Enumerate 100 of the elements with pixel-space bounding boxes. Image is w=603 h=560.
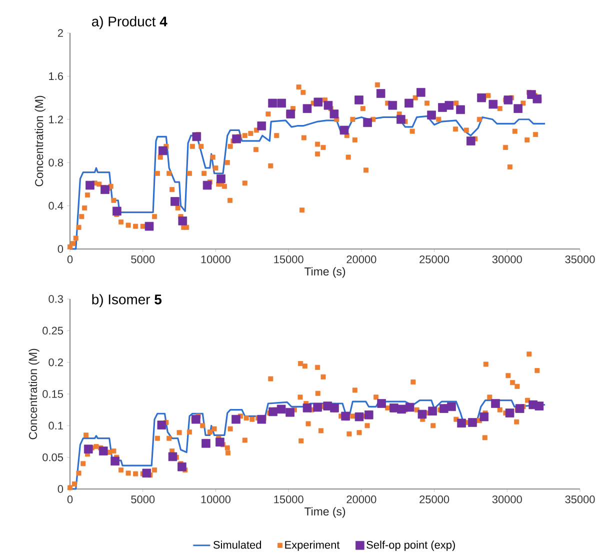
point (178, 216, 188, 226)
point (216, 174, 226, 184)
point (84, 444, 93, 454)
x-tick-label: 5000 (131, 496, 155, 504)
x-tick-label: 10000 (201, 256, 231, 264)
y-tick-label: 0 (58, 245, 64, 253)
point (354, 96, 364, 104)
y-tick-label: 0.1 (48, 422, 63, 430)
x-tick-label: 5000 (131, 256, 155, 264)
point (86, 180, 94, 190)
point (202, 438, 210, 448)
point (363, 118, 372, 128)
y-tick-label: 0.2 (48, 358, 63, 366)
point (354, 412, 364, 422)
x-tick-label: 10000 (201, 496, 231, 504)
point (286, 110, 296, 118)
x-axis-title: Time (s) (304, 267, 346, 278)
point (376, 89, 386, 98)
point (144, 222, 154, 231)
x-tick-label: 30000 (492, 256, 522, 264)
point (192, 414, 200, 424)
point (456, 105, 465, 114)
point (158, 146, 168, 156)
point (505, 408, 514, 418)
chart-title: b) Isomer 5 (92, 294, 162, 308)
point (232, 134, 241, 144)
point (314, 98, 323, 107)
point (110, 456, 120, 466)
point (324, 100, 333, 110)
point (404, 98, 414, 108)
y-axis-title: Concentration (M) (34, 96, 46, 186)
point (447, 402, 456, 412)
point (232, 414, 240, 424)
point (170, 197, 180, 206)
x-tick-label: 25000 (420, 496, 450, 504)
legend-label: Self-op point (exp) (366, 540, 455, 551)
point (302, 404, 312, 412)
x-tick-label: 30000 (492, 496, 522, 504)
point (534, 402, 544, 410)
point (216, 438, 224, 447)
legend-label: Simulated (213, 540, 261, 549)
point (405, 402, 414, 412)
point (444, 100, 454, 110)
point (168, 452, 178, 462)
point (515, 404, 524, 413)
point (112, 206, 122, 216)
point (477, 93, 486, 102)
y-tick-label: 1.2 (49, 116, 63, 124)
y-tick-label: 0.25 (42, 326, 64, 335)
point (202, 180, 212, 190)
point (418, 410, 427, 419)
y-tick-label: 0.4 (48, 202, 64, 210)
point (142, 468, 152, 478)
point (532, 94, 542, 104)
point (388, 100, 398, 110)
x-tick-label: 35000 (565, 496, 595, 504)
x-axis-title: Time (s) (304, 507, 346, 518)
y-tick-label: 0.3 (48, 295, 63, 303)
point (427, 110, 436, 120)
y-tick-label: 0 (58, 485, 64, 493)
point (396, 114, 406, 124)
point (257, 121, 266, 130)
point (491, 399, 500, 408)
point (178, 462, 186, 472)
point (100, 185, 110, 194)
point (277, 98, 286, 108)
point (302, 104, 312, 113)
point (397, 404, 406, 414)
y-tick-label: 0.05 (42, 453, 64, 462)
point (457, 418, 466, 428)
point (416, 88, 426, 97)
point (504, 96, 513, 104)
point (340, 126, 349, 135)
point (268, 407, 278, 416)
point (330, 404, 339, 412)
point (330, 110, 339, 118)
point (480, 412, 489, 422)
y-tick-label: 0.8 (48, 158, 63, 166)
point (313, 402, 322, 412)
point (98, 446, 108, 456)
x-tick-label: 20000 (346, 496, 376, 504)
point (192, 132, 202, 142)
x-tick-label: 35000 (565, 256, 595, 264)
x-tick-label: 15000 (274, 256, 304, 264)
x-tick-label: 20000 (346, 256, 376, 264)
y-tick-label: 0.15 (42, 390, 64, 398)
point (157, 420, 166, 430)
point (268, 98, 277, 108)
point (341, 412, 350, 421)
chart-title: a) Product 4 (92, 16, 168, 30)
point (466, 136, 476, 146)
point (488, 100, 498, 109)
y-tick-label: 1.6 (49, 72, 63, 80)
legend-label: Experiment (285, 540, 340, 551)
point (428, 406, 437, 416)
point (440, 404, 448, 413)
point (514, 104, 522, 113)
x-tick-label: 25000 (420, 256, 450, 264)
point (257, 414, 266, 424)
x-tick-label: 15000 (274, 496, 304, 504)
